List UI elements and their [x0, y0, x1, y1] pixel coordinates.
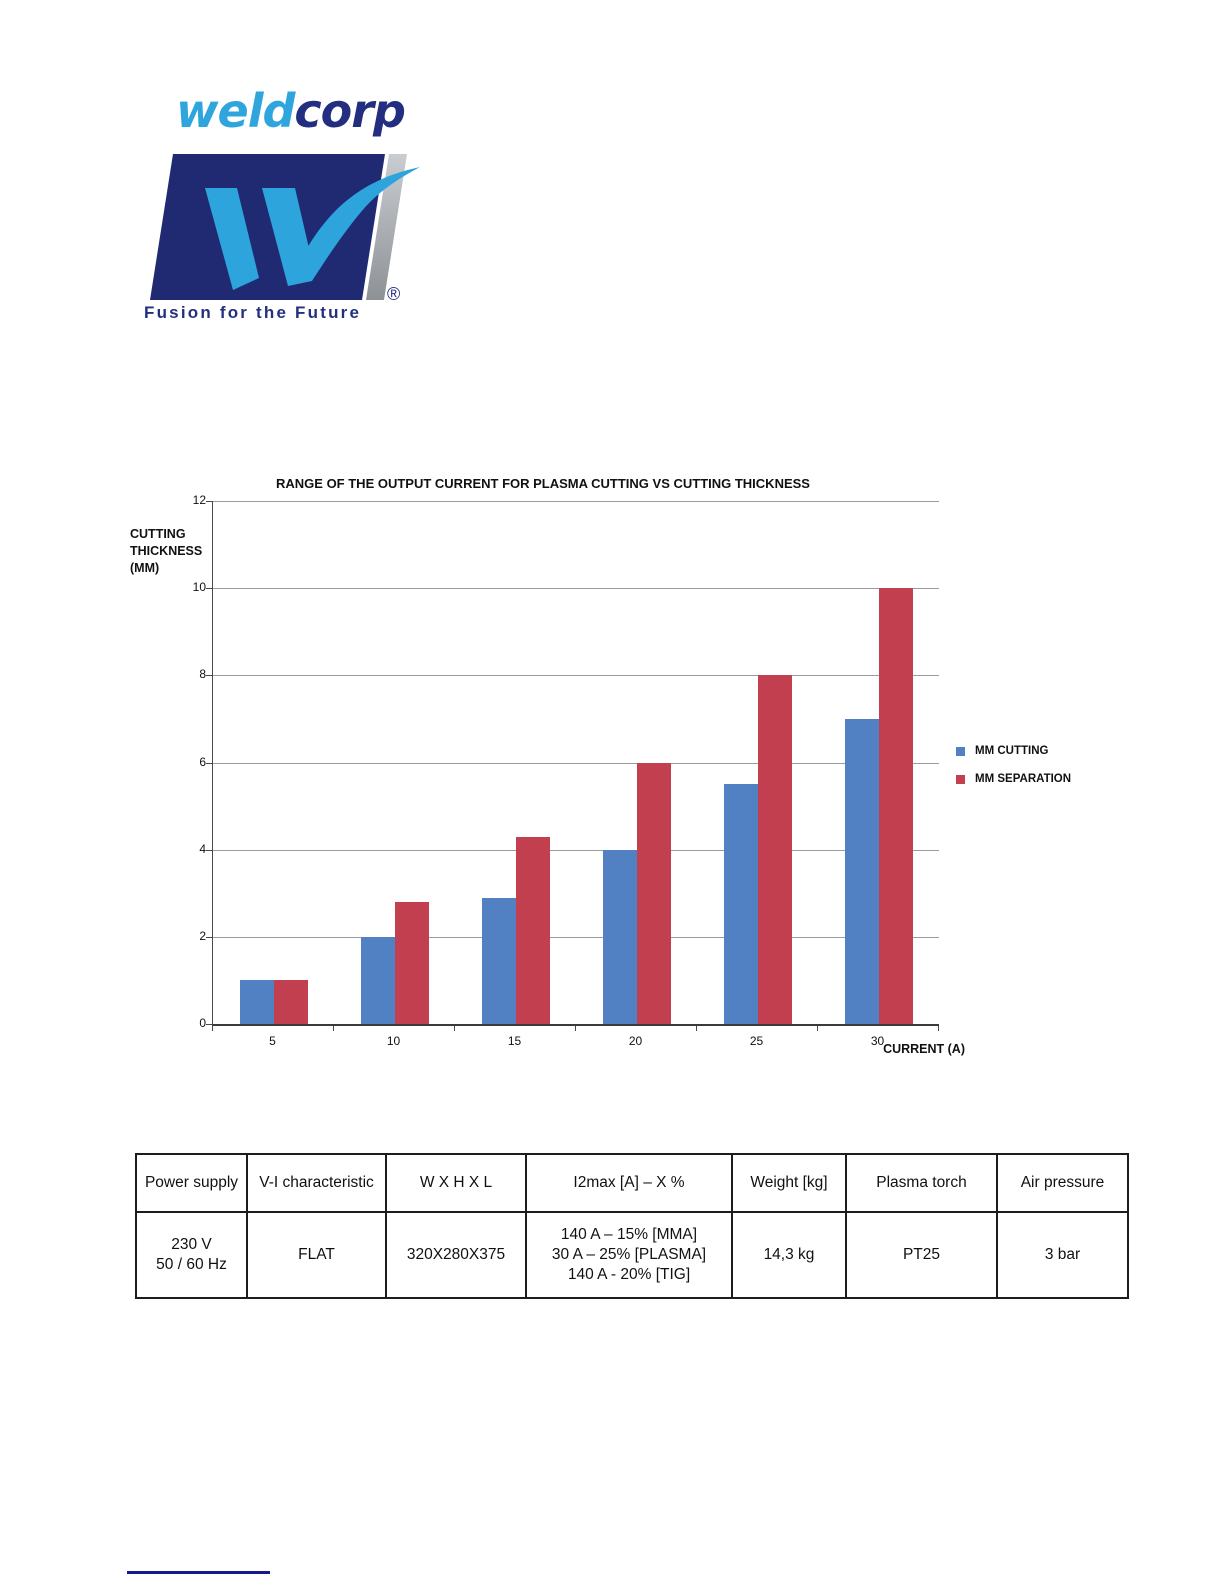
cell-air-pressure: 3 bar	[996, 1211, 1129, 1299]
bar-mm-cutting-10	[360, 936, 395, 1024]
cell-plasma-torch: PT25	[845, 1211, 998, 1299]
header-plasma-torch: Plasma torch	[845, 1153, 998, 1213]
gridline	[213, 849, 939, 851]
cell-line: 230 V	[171, 1235, 212, 1253]
cell-i2max: 140 A – 15% [MMA] 30 A – 25% [PLASMA] 14…	[525, 1211, 733, 1299]
x-axis-title: CURRENT (A)	[883, 1042, 965, 1056]
logo-tagline: Fusion for the Future	[144, 303, 362, 322]
header-power-supply: Power supply	[135, 1153, 248, 1213]
x-axis-tick-mark	[212, 1026, 213, 1031]
bar-mm-separation-15	[515, 836, 550, 1024]
header-i2max: I2max [A] – X %	[525, 1153, 733, 1213]
cell-dimensions: 320X280X375	[385, 1211, 527, 1299]
x-axis-tick-label: 25	[749, 1034, 764, 1048]
x-axis-tick-mark	[817, 1026, 818, 1031]
gridline	[213, 936, 939, 938]
legend-label: MM CUTTING	[975, 745, 1049, 757]
y-axis-tick-mark	[206, 588, 212, 590]
y-axis-tick-label: 10	[192, 580, 206, 595]
logo-swoosh	[288, 167, 420, 286]
header-vi-characteristic: V-I characteristic	[246, 1153, 387, 1213]
y-axis-tick-mark	[206, 501, 212, 502]
x-axis-tick-mark	[454, 1026, 455, 1031]
y-axis-tick-mark	[206, 849, 212, 851]
chart-plot	[212, 501, 939, 1026]
bar-mm-separation-20	[636, 762, 671, 1024]
cell-power-supply: 230 V 50 / 60 Hz	[135, 1211, 248, 1299]
legend-swatch-red-icon	[956, 774, 965, 784]
logo-gray-stripe	[366, 154, 407, 300]
spec-table: Power supply V-I characteristic W X H X …	[135, 1153, 1129, 1299]
legend-item-mm-cutting: MM CUTTING	[956, 745, 1071, 757]
gridline	[213, 501, 939, 502]
y-axis-tick-label: 8	[199, 667, 206, 682]
y-axis-tick-mark	[206, 936, 212, 938]
gridline	[213, 675, 939, 677]
y-axis-title-line: CUTTING	[130, 527, 186, 541]
bar-chart: RANGE OF THE OUTPUT CURRENT FOR PLASMA C…	[130, 468, 1190, 1108]
bar-mm-cutting-15	[481, 897, 516, 1024]
y-axis-tick-label: 4	[199, 841, 206, 856]
weldcorp-logo-icon: ®	[150, 154, 420, 304]
cell-line: 140 A – 15% [MMA]	[560, 1225, 698, 1243]
y-axis-tick-label: 6	[199, 754, 206, 769]
logo-w-stroke-1	[205, 188, 259, 290]
gridline	[213, 762, 939, 764]
x-axis-tick-mark	[333, 1026, 334, 1031]
header-weight: Weight [kg]	[731, 1153, 847, 1213]
bar-mm-cutting-5	[239, 980, 274, 1024]
y-axis-tick-mark	[206, 762, 212, 764]
legend-label: MM SEPARATION	[975, 773, 1072, 785]
header-dimensions: W X H X L	[385, 1153, 527, 1213]
cell-vi-characteristic: FLAT	[246, 1211, 387, 1299]
bar-mm-cutting-25	[723, 784, 758, 1024]
weldcorp-wordmark: weldcorp	[176, 84, 406, 138]
x-axis-tick-label: 5	[269, 1034, 276, 1048]
bar-mm-separation-30	[878, 588, 913, 1024]
x-axis-tick-mark	[575, 1026, 576, 1031]
bar-mm-cutting-30	[844, 718, 879, 1024]
bar-mm-separation-5	[273, 980, 308, 1024]
x-axis-tick-mark	[696, 1026, 697, 1031]
chart-title: RANGE OF THE OUTPUT CURRENT FOR PLASMA C…	[276, 476, 810, 491]
legend-item-mm-separation: MM SEPARATION	[956, 773, 1071, 785]
wordmark-weld: weld	[176, 84, 295, 138]
registered-mark: ®	[387, 284, 400, 304]
bar-mm-separation-10	[394, 901, 429, 1024]
header-air-pressure: Air pressure	[996, 1153, 1129, 1213]
y-axis-tick-label: 2	[199, 928, 206, 943]
chart-legend: MM CUTTING MM SEPARATION	[956, 745, 1071, 801]
cell-line: 50 / 60 Hz	[156, 1256, 227, 1273]
y-axis-tick-mark	[206, 1024, 212, 1025]
y-axis-title-line: (MM)	[130, 561, 160, 575]
legend-swatch-blue-icon	[956, 746, 965, 756]
bar-mm-separation-25	[757, 675, 792, 1024]
spec-table-header-row: Power supply V-I characteristic W X H X …	[135, 1153, 1129, 1213]
logo-parallelogram	[150, 154, 385, 300]
spec-table-data-row: 230 V 50 / 60 Hz FLAT 320X280X375 140 A …	[135, 1211, 1129, 1299]
bar-mm-cutting-20	[602, 849, 637, 1024]
y-axis-title-line: THICKNESS	[130, 544, 203, 558]
x-axis-tick-label: 15	[507, 1034, 522, 1048]
x-axis-tick-mark	[938, 1026, 939, 1031]
y-axis-title: CUTTING THICKNESS (MM)	[130, 526, 202, 577]
x-axis-tick-label: 10	[386, 1034, 401, 1048]
cell-line: 30 A – 25% [PLASMA]	[551, 1245, 707, 1263]
y-axis-tick-label: 0	[199, 1016, 206, 1030]
y-axis-tick-label: 12	[192, 493, 206, 507]
cell-weight: 14,3 kg	[731, 1211, 847, 1299]
gridline	[213, 588, 939, 590]
wordmark-corp: corp	[294, 84, 405, 138]
cell-line: 140 A - 20% [TIG]	[567, 1266, 691, 1284]
x-axis-tick-label: 20	[628, 1034, 643, 1048]
x-axis-tick-label: 30	[870, 1034, 885, 1048]
footnote-rule	[127, 1571, 270, 1574]
y-axis-tick-mark	[206, 675, 212, 677]
